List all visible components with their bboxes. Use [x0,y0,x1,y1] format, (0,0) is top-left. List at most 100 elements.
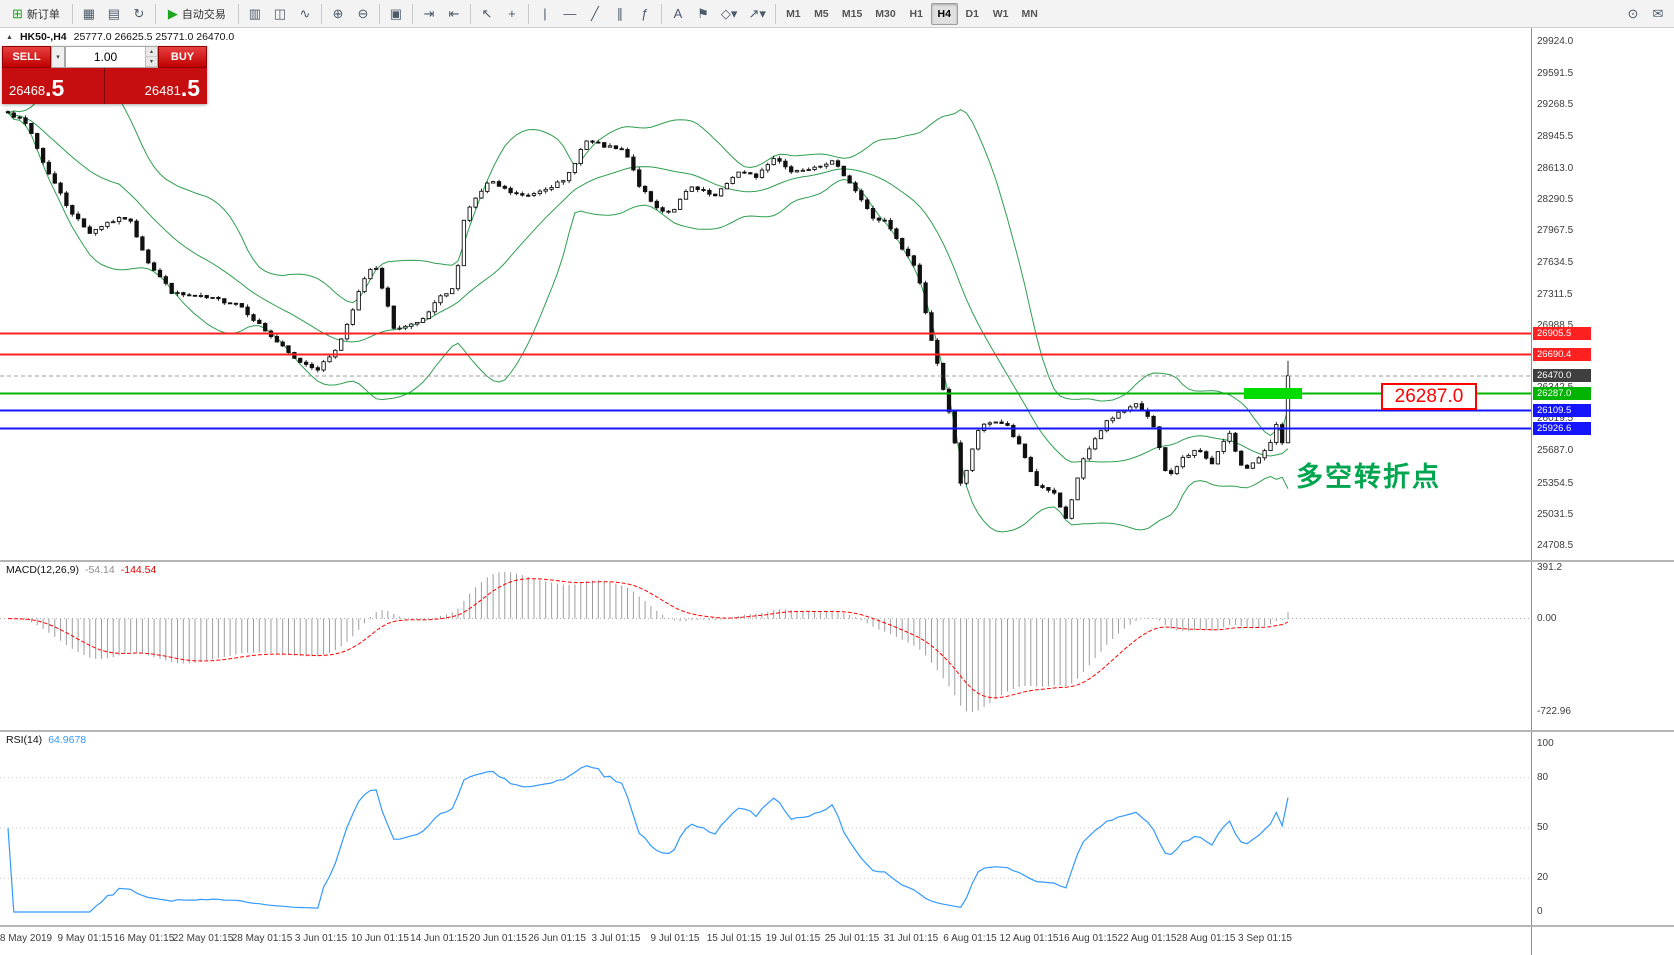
candles-layer [5,110,1291,520]
rsi-indicator-label: RSI(14) 64.9678 [6,734,86,746]
fibonacci-button[interactable]: ƒ [633,3,657,25]
new-order-button[interactable]: ⊞ 新订单 [4,3,68,25]
time-axis-label: 15 Jul 01:15 [706,933,762,944]
panel-splitter[interactable] [0,925,1674,927]
main-toolbar: ⊞ 新订单 ▦ ▤ ↻ ▶ 自动交易 ▥ ◫ ∿ ⊕ ⊖ ▣ ⇥ ⇤ ↖ + | — ╱ ∥ ƒ A ⚑ ◇▾ ↗▾ M… [0,0,1674,28]
text-label-button[interactable]: ⚑ [691,3,715,25]
zoom-out-icon: ⊖ [357,6,369,21]
level-price-label: 26905.5 [1533,327,1591,341]
time-axis-label: 3 Jul 01:15 [591,933,641,944]
text-icon: A [673,6,683,21]
buy-price-frac: .5 [180,75,200,101]
sell-price-frac: .5 [45,75,65,101]
crosshair-button[interactable]: + [500,3,524,25]
sell-button[interactable]: SELL [2,46,51,68]
timeframe-m15-button[interactable]: M15 [836,3,868,25]
timeframe-d1-button[interactable]: D1 [959,3,986,25]
charts-window-icon: ▦ [82,6,96,21]
horizontal-line-icon: — [563,6,577,21]
candlestick-chart-button[interactable]: ◫ [268,3,292,25]
price-tick-label: 27311.5 [1537,288,1573,300]
level-highlight-rect[interactable] [1244,388,1302,399]
bar-chart-button[interactable]: ▥ [243,3,267,25]
turning-point-annotation[interactable]: 多空转折点 [1296,462,1441,492]
sell-price-button[interactable]: 26468 .5 [2,68,104,104]
trendline-button[interactable]: ╱ [583,3,607,25]
timeframe-mn-button[interactable]: MN [1015,3,1043,25]
level-price-label: 26287.0 [1533,387,1591,400]
macd-signal-value: -144.54 [120,564,157,576]
fibonacci-icon: ƒ [641,6,649,21]
price-tick-label: -722.96 [1537,706,1571,717]
macd-main-value: -54.14 [84,564,115,576]
price-tick-label: 24708.5 [1537,540,1574,551]
chart-window: ▲ HK50-,H4 25777.0 26625.5 25771.0 26470… [0,28,1674,955]
price-tick-label: 100 [1537,738,1554,749]
time-axis-label: 28 May 01:15 [231,933,293,944]
price-scale[interactable]: 29924.0 29591.5 29268.5 28945.5 28613.0 28290… [1531,28,1674,955]
volume-input[interactable]: 1.00 [93,50,118,64]
arrows-icon: ↗▾ [748,6,766,21]
volume-dropdown-button[interactable]: ▾ [51,46,65,68]
macd-histogram [13,571,1289,712]
search-icon: ⊙ [1627,6,1639,21]
price-tick-label: 28945.5 [1537,130,1574,142]
panel-splitter[interactable] [0,560,1674,562]
autotrading-label: 自动交易 [181,8,226,21]
toolbar-separator [237,3,239,24]
refresh-button[interactable]: ↻ [127,3,151,25]
time-axis-label: 3 Sep 01:15 [1238,933,1292,944]
volume-down-icon[interactable]: ▾ [146,57,157,67]
timeframe-h4-button[interactable]: H4 [930,2,958,25]
tile-windows-button[interactable]: ▣ [384,3,408,25]
arrows-button[interactable]: ↗▾ [743,3,770,25]
timeframe-m5-button[interactable]: M5 [808,3,835,25]
timeframe-h1-button[interactable]: H1 [903,3,930,25]
price-tick-label: 29591.5 [1537,68,1574,80]
toolbar-separator [411,3,413,24]
time-axis-label: 16 May 01:15 [113,933,175,944]
community-button[interactable]: ✉ [1646,3,1670,25]
buy-button[interactable]: BUY [158,46,207,68]
zoom-out-button[interactable]: ⊖ [351,3,375,25]
chart-shift-button[interactable]: ⇤ [442,3,466,25]
price-tick-label: 27634.5 [1537,257,1574,269]
timeframe-m30-button[interactable]: M30 [869,3,901,25]
window-buttons-group: ▦ ▤ ↻ [77,3,151,25]
macd-signal-line [7,578,1289,699]
rsi-title: RSI(14) [6,734,43,746]
vertical-line-button[interactable]: | [533,3,557,25]
price-tick-label: 27967.5 [1537,225,1574,237]
line-chart-button[interactable]: ∿ [293,3,317,25]
buy-price-button[interactable]: 26481 .5 [104,68,207,104]
level-price-callout[interactable]: 26287.0 [1381,383,1477,410]
level-price-label: 26109.5 [1533,404,1591,418]
time-axis-label: 9 Jul 01:15 [650,933,700,944]
cursor-icon: ↖ [481,6,493,21]
profiles-button[interactable]: ▤ [102,3,126,25]
shapes-button[interactable]: ◇▾ [716,3,743,25]
horizontal-line-button[interactable]: — [558,3,582,25]
equidistant-channel-button[interactable]: ∥ [608,3,632,25]
time-axis-label: 9 May 01:15 [57,933,113,944]
level-price-label: 26690.4 [1533,348,1591,361]
main-chart-canvas[interactable] [0,28,1531,560]
one-click-panel-toggle[interactable]: ▲ [6,33,13,41]
rsi-panel-canvas[interactable] [0,732,1531,925]
panel-splitter[interactable] [0,730,1674,732]
text-button[interactable]: A [666,3,690,25]
zoom-in-button[interactable]: ⊕ [326,3,350,25]
search-button[interactable]: ⊙ [1621,3,1645,25]
price-tick-label: 25031.5 [1537,508,1574,520]
auto-scroll-button[interactable]: ⇥ [417,3,441,25]
timeframe-m1-button[interactable]: M1 [780,3,807,25]
volume-up-icon[interactable]: ▴ [146,47,157,57]
charts-window-button[interactable]: ▦ [77,3,101,25]
toolbar-separator [774,3,776,24]
time-axis[interactable]: 8 May 2019 9 May 01:15 16 May 01:15 22 May … [0,927,1531,955]
timeframe-w1-button[interactable]: W1 [987,3,1015,25]
cursor-button[interactable]: ↖ [475,3,499,25]
level-price-label: 26470.0 [1533,369,1591,383]
macd-panel-canvas[interactable] [0,562,1531,730]
autotrading-button[interactable]: ▶ 自动交易 [160,3,234,25]
